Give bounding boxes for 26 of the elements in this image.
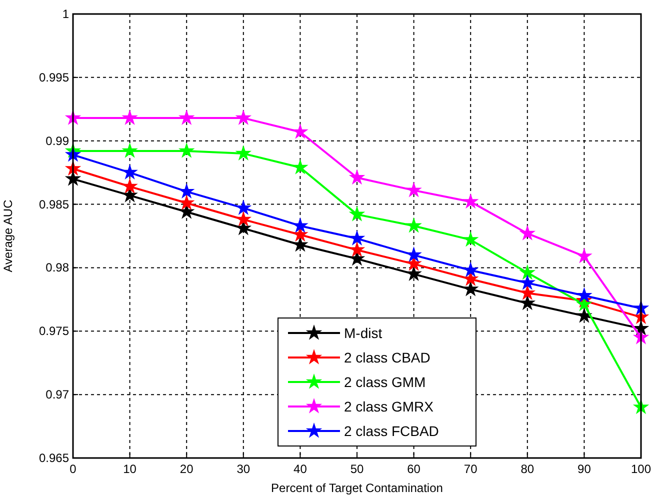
x-tick-label: 30 (236, 462, 250, 476)
x-tick-label: 60 (407, 462, 421, 476)
x-tick-label: 40 (294, 462, 308, 476)
y-tick-label: 0.985 (38, 197, 70, 212)
x-tick-label: 0 (70, 462, 77, 476)
x-tick-label: 100 (630, 462, 652, 476)
x-tick-label: 20 (180, 462, 194, 476)
legend-label: M-dist (344, 325, 382, 341)
y-tick-label: 0.98 (46, 260, 70, 275)
y-axis-title: Average AUC (1, 199, 15, 272)
x-axis-title: Percent of Target Contamination (271, 481, 443, 495)
x-tick-label: 80 (520, 462, 534, 476)
y-tick-label: 0.975 (38, 324, 70, 338)
legend-label: 2 class GMM (344, 374, 426, 390)
x-tick-label: 10 (123, 462, 137, 476)
y-tick-label: 0.995 (38, 70, 70, 84)
y-tick-label: 0.99 (46, 134, 70, 148)
y-tick-label: 0.97 (46, 388, 70, 402)
legend-label: 2 class GMRX (344, 398, 434, 414)
x-tick-label: 90 (578, 462, 592, 476)
legend-label: 2 class FCBAD (344, 423, 439, 439)
legend-label: 2 class CBAD (344, 350, 430, 366)
y-tick-label: 1 (62, 7, 70, 21)
x-tick-label: 50 (350, 462, 364, 476)
x-tick-label: 70 (464, 462, 478, 476)
y-tick-label: 0.965 (38, 451, 70, 465)
